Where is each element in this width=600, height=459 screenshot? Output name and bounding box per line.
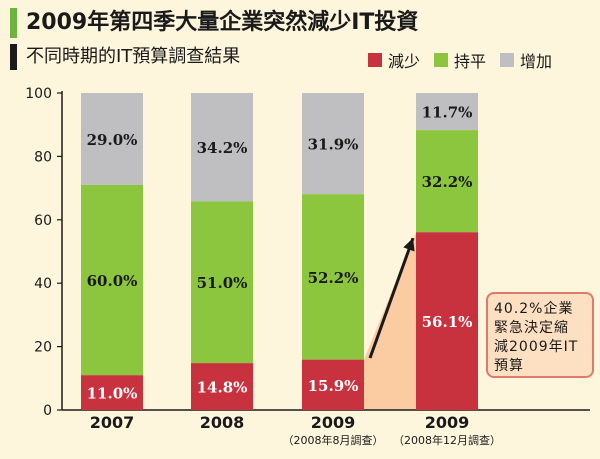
bar-data-label: 14.8% — [197, 379, 248, 397]
bar-segment — [302, 93, 364, 195]
bar-segment — [81, 184, 143, 376]
bar-segment — [302, 359, 364, 410]
bar-segment — [416, 93, 478, 131]
bar-data-label: 52.2% — [308, 269, 359, 287]
y-tick-label: 20 — [34, 340, 52, 356]
bar-segment — [416, 130, 478, 233]
callout-note: 40.2%企業 緊急決定縮 減2009年IT 預算 — [486, 292, 594, 378]
y-tick-label: 40 — [34, 276, 52, 292]
bar-data-label: 31.9% — [308, 136, 359, 154]
x-tick-label: 2009 — [311, 413, 356, 432]
legend-swatch-increase — [500, 53, 515, 67]
title-accent-bar — [10, 8, 17, 38]
chart-subtitle: 不同時期的IT預算調查結果 — [26, 46, 241, 67]
bar-data-label: 60.0% — [87, 272, 138, 290]
bar-data-label: 15.9% — [308, 377, 359, 395]
legend-item-decrease: 減少 — [368, 48, 420, 72]
x-tick-label: 2007 — [90, 413, 135, 432]
callout-wedge — [364, 232, 416, 410]
bar-data-label: 29.0% — [87, 131, 138, 149]
legend-label-decrease: 減少 — [388, 52, 421, 71]
bar-segment — [302, 194, 364, 360]
chart-title: 2009年第四季大量企業突然減少IT投資 — [26, 10, 419, 35]
trend-arrow-head — [403, 238, 415, 252]
x-tick-label: 2009 — [425, 413, 470, 432]
bar-data-label: 11.0% — [87, 385, 138, 403]
bar-data-label: 56.1% — [422, 313, 473, 331]
bar-segment — [81, 375, 143, 410]
subtitle-accent-bar — [10, 44, 17, 70]
x-tick-sublabel: （2008年8月調查） — [283, 433, 384, 447]
bar-data-label: 32.2% — [422, 173, 473, 191]
bar-segment — [191, 201, 253, 364]
bar-segment — [191, 363, 253, 410]
legend-label-increase: 增加 — [520, 52, 553, 71]
bar-segment — [81, 93, 143, 185]
bar-segment — [191, 93, 253, 202]
bar-segment — [416, 232, 478, 410]
y-tick-label: 80 — [34, 149, 52, 165]
legend-item-increase: 增加 — [500, 48, 552, 72]
y-tick-label: 60 — [34, 213, 52, 229]
legend-label-flat: 持平 — [454, 52, 487, 71]
x-tick-sublabel: （2008年12月調查） — [393, 433, 501, 447]
chart-legend: 減少 持平 增加 — [368, 48, 566, 72]
legend-swatch-flat — [434, 53, 449, 67]
y-tick-label: 100 — [25, 86, 52, 102]
trend-arrow-line — [368, 237, 415, 359]
y-tick-label: 0 — [43, 403, 52, 419]
bar-data-label: 34.2% — [197, 139, 248, 157]
x-tick-label: 2008 — [200, 413, 245, 432]
legend-item-flat: 持平 — [434, 48, 486, 72]
bar-data-label: 51.0% — [197, 274, 248, 292]
bar-data-label: 11.7% — [422, 104, 473, 122]
legend-swatch-decrease — [368, 53, 382, 67]
